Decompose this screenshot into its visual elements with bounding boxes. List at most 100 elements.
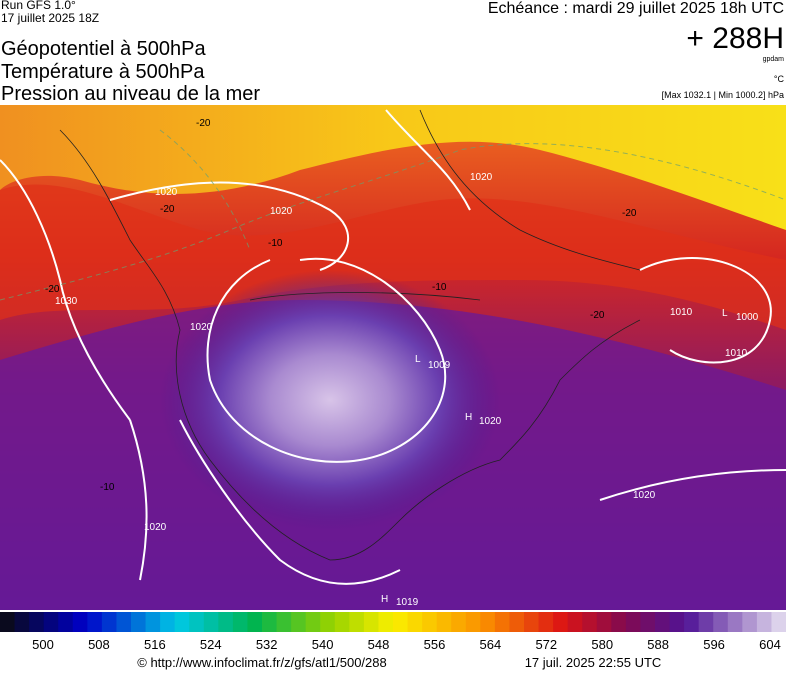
footer-date: 17 juil. 2025 22:55 UTC (525, 655, 662, 670)
lead-time: + 288H (686, 22, 784, 55)
colorbar-swatch (247, 612, 263, 632)
colorbar-swatch (43, 612, 59, 632)
colorbar-swatch (174, 612, 190, 632)
colorbar-swatch (436, 612, 452, 632)
temp-label: -10 (268, 238, 283, 249)
colorbar-label: 580 (591, 637, 613, 652)
colorbar-swatch (611, 612, 627, 632)
colorbar-swatch (291, 612, 307, 632)
colorbar-swatch (698, 612, 714, 632)
colorbar-swatch (509, 612, 525, 632)
temp-label: -20 (622, 208, 637, 219)
colorbar-swatch (29, 612, 45, 632)
colorbar-label: 596 (703, 637, 725, 652)
isobar-label: 1020 (190, 322, 213, 333)
colorbar-swatch (363, 612, 379, 632)
colorbar-swatch (232, 612, 248, 632)
unit-gpdam: gpdam (763, 56, 785, 63)
isobar-label: 1020 (470, 172, 493, 183)
colorbar-label: 548 (368, 637, 390, 652)
isobar-label: 1020 (144, 522, 167, 533)
colorbar-swatch (58, 612, 74, 632)
colorbar-swatch (713, 612, 729, 632)
center-value: 1019 (396, 597, 419, 608)
colorbar-swatch (160, 612, 176, 632)
colorbar-swatch (567, 612, 583, 632)
colorbar-swatch (145, 612, 161, 632)
title-line: Température à 500hPa (1, 61, 205, 83)
colorbar-label: 524 (200, 637, 222, 652)
colorbar-swatch (349, 612, 365, 632)
temp-label: -20 (45, 284, 60, 295)
colorbar-swatch (334, 612, 350, 632)
colorbar-swatch (262, 612, 278, 632)
valid-time: Echéance : mardi 29 juillet 2025 18h UTC (488, 0, 784, 17)
isobar-label: 1030 (55, 296, 78, 307)
colorbar-swatch (640, 612, 656, 632)
center-value: 1000 (736, 312, 759, 323)
colorbar: 500 508 516 524 532 540 548 556 564 572 580 588 596 6… (0, 612, 786, 652)
isobar-label: 1020 (633, 490, 656, 501)
colorbar-swatch (72, 612, 88, 632)
colorbar-swatch (771, 612, 786, 632)
colorbar-swatch (14, 612, 30, 632)
colorbar-swatch (320, 612, 336, 632)
isobar-label: 1020 (270, 206, 293, 217)
colorbar-label: 556 (424, 637, 446, 652)
colorbar-swatch (451, 612, 467, 632)
colorbar-label: 540 (312, 637, 334, 652)
colorbar-swatch (582, 612, 598, 632)
center-letter: H (381, 594, 388, 605)
temp-label: -10 (432, 282, 447, 293)
center-value: 1009 (428, 360, 451, 371)
unit-temp: °C (774, 74, 785, 84)
colorbar-swatch (494, 612, 510, 632)
colorbar-swatch (407, 612, 423, 632)
colorbar-swatch (596, 612, 612, 632)
colorbar-label: 532 (256, 637, 278, 652)
colorbar-swatch (378, 612, 394, 632)
colorbar-swatch (655, 612, 671, 632)
pressure-range: [Max 1032.1 | Min 1000.2] hPa (662, 90, 784, 100)
footer-source: © http://www.infoclimat.fr/z/gfs/atl1/50… (137, 655, 386, 670)
isobar-label: 1010 (670, 307, 693, 318)
center-value: 1020 (479, 416, 502, 427)
colorbar-label: 508 (88, 637, 110, 652)
colorbar-swatch (101, 612, 117, 632)
title-line: Pression au niveau de la mer (1, 83, 260, 105)
colorbar-swatch (553, 612, 569, 632)
colorbar-swatch (203, 612, 219, 632)
isobar-label: 1010 (725, 348, 748, 359)
colorbar-swatch (538, 612, 554, 632)
colorbar-swatch (422, 612, 438, 632)
colorbar-swatch (480, 612, 496, 632)
colorbar-label: 604 (759, 637, 781, 652)
run-date: 17 juillet 2025 18Z (1, 11, 99, 25)
colorbar-label: 588 (647, 637, 669, 652)
colorbar-swatch (131, 612, 147, 632)
run-label: Run GFS 1.0° (1, 0, 76, 12)
temp-label: -20 (590, 310, 605, 321)
colorbar-swatch (305, 612, 321, 632)
temp-label: -10 (100, 482, 115, 493)
map (0, 105, 786, 610)
colorbar-swatch (524, 612, 540, 632)
colorbar-label: 564 (480, 637, 502, 652)
colorbar-swatch (625, 612, 641, 632)
colorbar-swatch (756, 612, 772, 632)
colorbar-swatch (393, 612, 409, 632)
colorbar-swatch (218, 612, 234, 632)
colorbar-swatch (684, 612, 700, 632)
center-letter: L (722, 308, 728, 319)
temp-label: -20 (196, 118, 211, 129)
colorbar-swatch (0, 612, 16, 632)
colorbar-label: 516 (144, 637, 166, 652)
colorbar-swatch (727, 612, 743, 632)
temp-label: -20 (160, 204, 175, 215)
title-line: Géopotentiel à 500hPa (1, 38, 206, 60)
colorbar-swatch (742, 612, 758, 632)
colorbar-swatch (465, 612, 481, 632)
colorbar-swatch (189, 612, 205, 632)
colorbar-label: 572 (535, 637, 557, 652)
